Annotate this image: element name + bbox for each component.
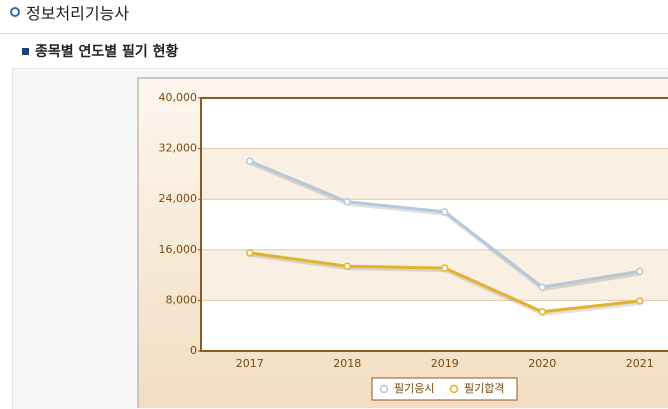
legend-label: 필기합격	[464, 382, 504, 395]
y-tick-label: 40,000	[159, 91, 198, 104]
page-title-row: 정보처리기능사	[10, 0, 129, 24]
section-title: 종목별 연도별 필기 현황	[35, 44, 179, 60]
x-tick-label: 2018	[333, 357, 361, 370]
bullet	[22, 47, 29, 55]
plot-area	[201, 98, 668, 351]
page-title: 정보처리기능사	[26, 4, 130, 23]
legend-label: 필기응시	[394, 382, 434, 395]
y-tick-label: 0	[190, 344, 197, 357]
x-tick-label: 2017	[236, 357, 264, 370]
point	[538, 283, 546, 291]
point	[246, 157, 254, 165]
point	[343, 197, 351, 206]
section-title-row: 종목별 연도별 필기 현황	[22, 41, 178, 61]
plot-border	[200, 97, 668, 352]
y-tick-label: 8,000	[166, 293, 198, 306]
legend-box	[371, 377, 518, 401]
plot-band	[201, 148, 668, 200]
point	[538, 308, 546, 316]
y-tick-label: 16,000	[159, 243, 198, 256]
bullet	[10, 7, 20, 17]
point	[441, 208, 449, 216]
x-tick-label: 2021	[626, 357, 654, 370]
x-tick-label: 2020	[528, 357, 556, 370]
point	[343, 262, 351, 270]
legend-marker	[379, 384, 389, 394]
point	[636, 297, 644, 305]
divider	[0, 33, 668, 34]
point	[246, 249, 254, 257]
legend-marker	[449, 384, 459, 394]
x-tick-label: 2019	[431, 357, 459, 370]
y-tick-label: 32,000	[159, 142, 198, 155]
point	[441, 264, 449, 272]
point	[636, 267, 644, 276]
y-tick-label: 24,000	[159, 192, 198, 205]
